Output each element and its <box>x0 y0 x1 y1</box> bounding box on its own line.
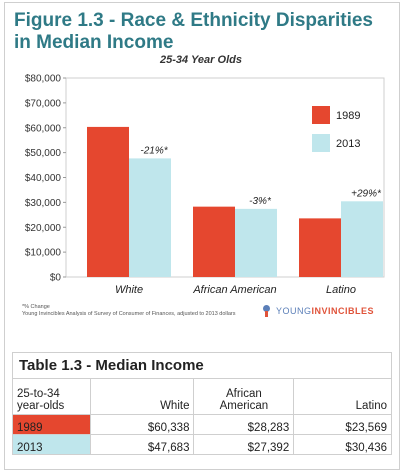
median-income-table: Table 1.3 - Median Income 25-to-34 year-… <box>12 352 392 455</box>
bar-2013-african-american <box>235 208 277 277</box>
header-cell-african-american: African American <box>193 378 295 415</box>
brand-text-young: YOUNG <box>276 306 312 316</box>
y-tick-label: $0 <box>50 273 62 284</box>
y-tick-label: $40,000 <box>25 173 62 184</box>
header-cell-age: 25-to-34 year-olds <box>12 378 91 415</box>
header-cell-latino: Latino <box>293 378 392 415</box>
y-tick-label: $30,000 <box>25 198 62 209</box>
category-label: Latino <box>326 284 356 296</box>
figure-title: Figure 1.3 - Race & Ethnicity Disparitie… <box>14 10 373 53</box>
row-label-1989: 1989 <box>12 414 91 435</box>
category-label: African American <box>192 284 276 296</box>
legend-label: 2013 <box>336 138 360 150</box>
brand-logo: YOUNGINVINCIBLES <box>262 305 374 317</box>
income-table: 25-to-34 year-olds White African America… <box>12 378 392 455</box>
legend-label: 1989 <box>336 110 360 122</box>
y-tick-label: $80,000 <box>25 74 62 85</box>
footnote: *% Change Young Invincibles Analysis of … <box>22 304 262 318</box>
bar-1989-latino <box>299 218 341 277</box>
cell-1989-african-american: $28,283 <box>193 414 295 435</box>
bar-2013-latino <box>341 201 383 277</box>
row-label-2013: 2013 <box>12 434 91 455</box>
table-row: 1989 $60,338 $28,283 $23,569 <box>12 414 392 435</box>
legend-swatch-1989 <box>312 106 330 124</box>
table-header-row: 25-to-34 year-olds White African America… <box>12 378 392 415</box>
percent-change-label: +29%* <box>351 188 382 199</box>
bar-chart: 25-34 Year Olds $0 $10,000 $20,000 $30,000 $4… <box>25 54 385 296</box>
chart-subtitle: 25-34 Year Olds <box>159 54 242 66</box>
footnote-line-2: Young Invincibles Analysis of Survey of … <box>22 311 236 317</box>
y-tick-label: $10,000 <box>25 248 62 259</box>
y-tick-label: $50,000 <box>25 148 62 159</box>
header-cell-white: White <box>89 378 195 415</box>
bar-1989-white <box>87 126 129 277</box>
percent-change-label: -3%* <box>249 196 272 207</box>
cell-2013-white: $47,683 <box>89 434 195 455</box>
y-tick-label: $60,000 <box>25 123 62 134</box>
cell-1989-white: $60,338 <box>89 414 195 435</box>
y-tick-label: $70,000 <box>25 98 62 109</box>
bar-1989-african-american <box>193 206 235 277</box>
table-title: Table 1.3 - Median Income <box>12 352 392 378</box>
chart-panel: 25-34 Year Olds $0 $10,000 $20,000 $30,000 $4… <box>12 50 392 312</box>
y-tick-label: $20,000 <box>25 223 62 234</box>
bar-2013-white <box>129 158 171 277</box>
brand-icon <box>262 305 272 317</box>
legend-swatch-2013 <box>312 134 330 152</box>
cell-1989-latino: $23,569 <box>293 414 392 435</box>
table-row: 2013 $47,683 $27,392 $30,436 <box>12 434 392 455</box>
category-label: White <box>115 284 143 296</box>
cell-2013-african-american: $27,392 <box>193 434 295 455</box>
brand-text-invincibles: INVINCIBLES <box>311 306 375 316</box>
cell-2013-latino: $30,436 <box>293 434 392 455</box>
percent-change-label: -21%* <box>140 145 168 156</box>
footnote-line-1: *% Change <box>22 304 50 310</box>
